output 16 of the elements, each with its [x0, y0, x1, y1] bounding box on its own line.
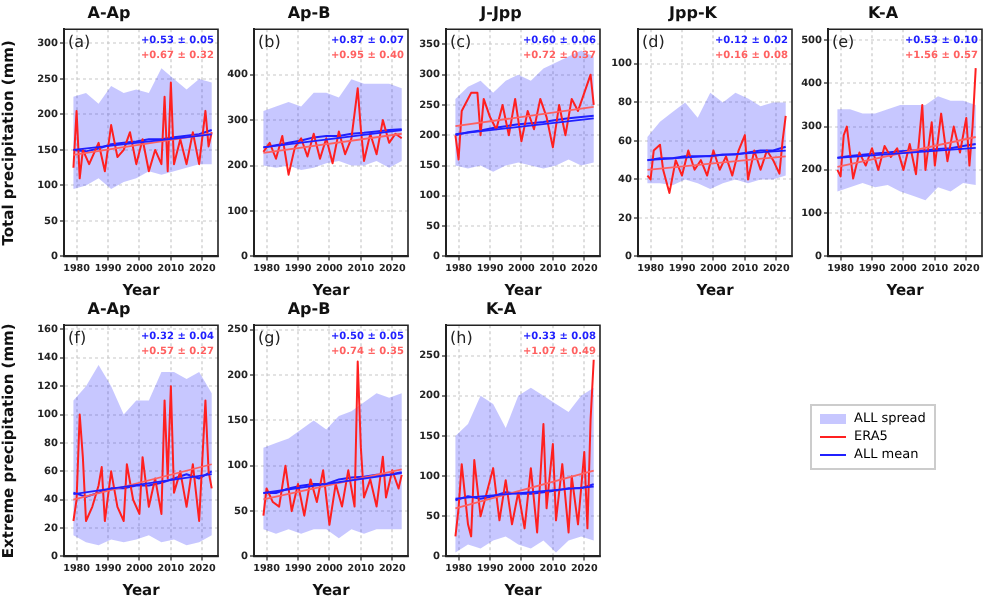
annotation: (e): [832, 33, 855, 52]
annotation: (a): [68, 33, 91, 52]
chart-title: A-Ap: [87, 299, 131, 318]
chart-title: K-A: [485, 299, 518, 318]
annotation: (g): [258, 329, 281, 348]
annotation: (b): [258, 33, 281, 52]
chart-title: A-Ap: [87, 3, 131, 22]
chart-title: Ap-B: [287, 299, 331, 318]
chart-title: Jpp-K: [667, 3, 719, 22]
chart-title: Ap-B: [287, 3, 331, 22]
annotation: (c): [450, 33, 472, 52]
annotation: (f): [68, 329, 87, 348]
chart-title: J-Jpp: [478, 3, 523, 22]
chart-title: K-A: [867, 3, 900, 22]
annotation: (d): [642, 33, 665, 52]
annotation: (h): [450, 329, 473, 348]
